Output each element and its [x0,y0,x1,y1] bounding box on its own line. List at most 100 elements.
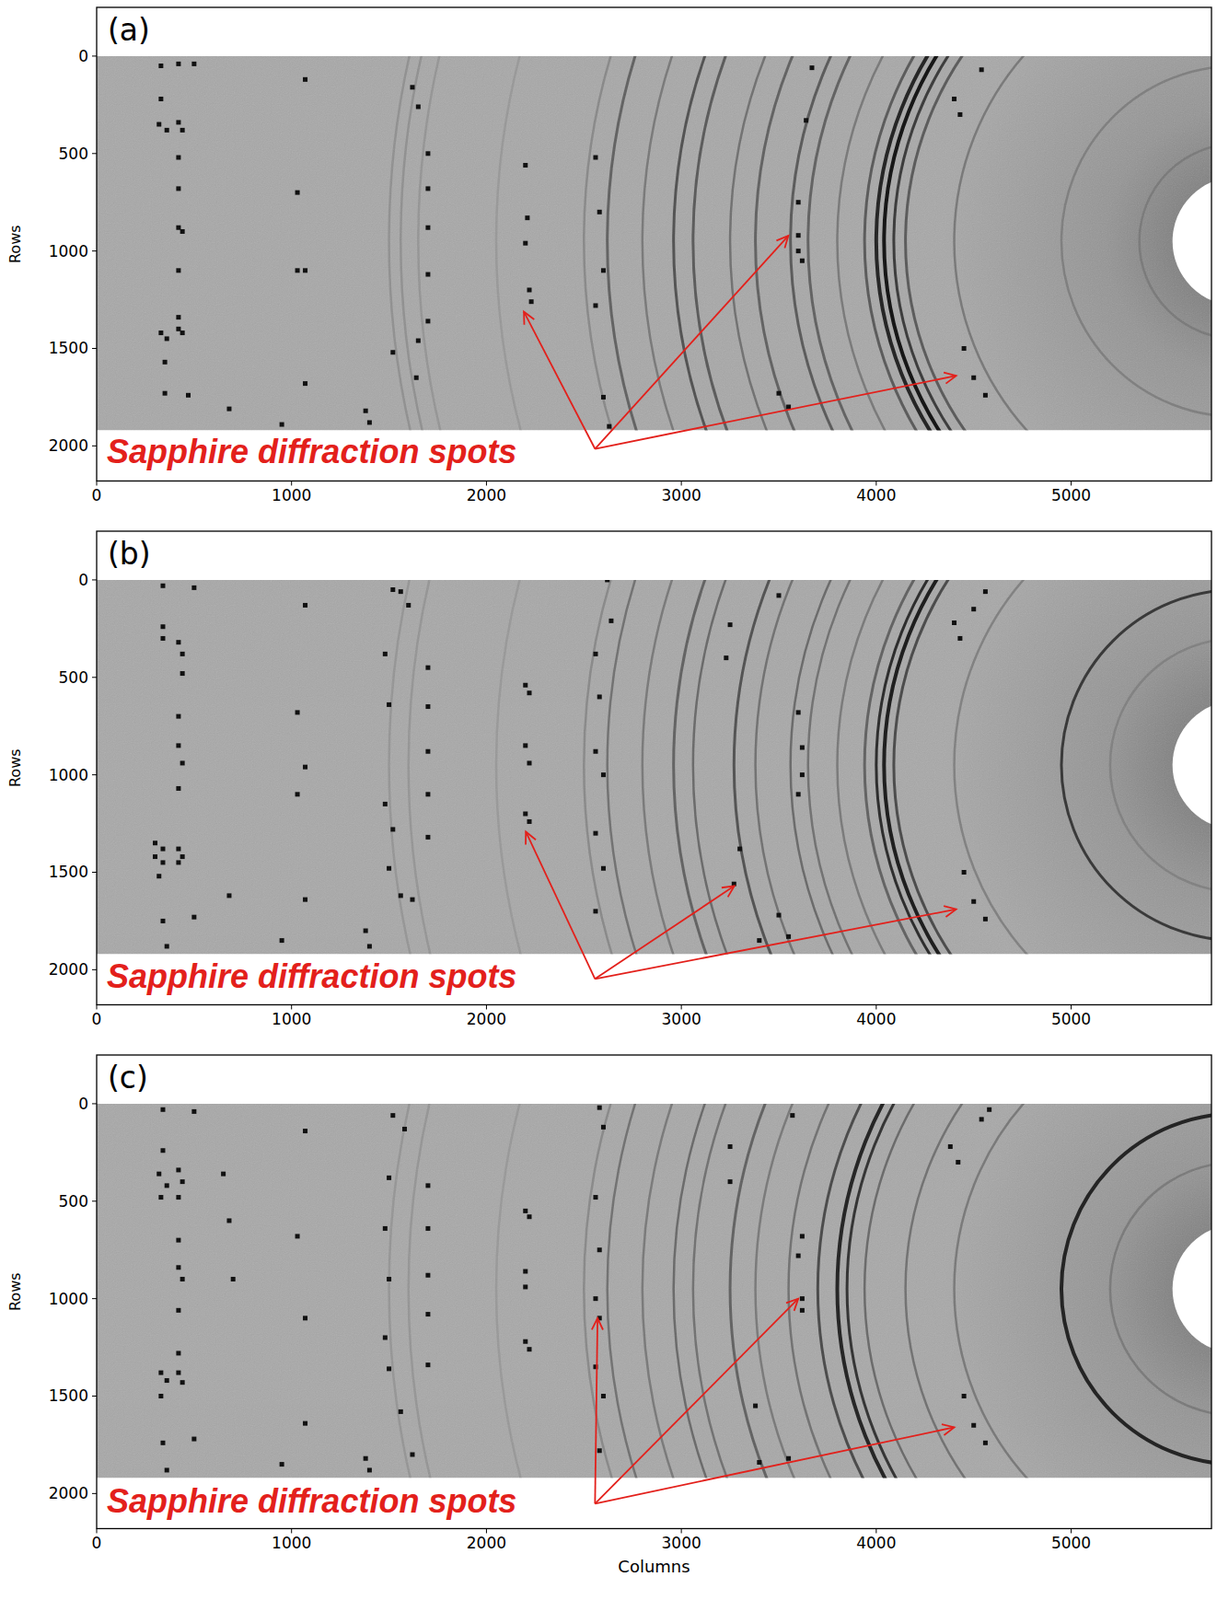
diffraction-spot [789,1112,795,1118]
y-tick [92,871,97,873]
diffraction-ring [607,1103,1212,1478]
diffraction-spot [425,704,430,709]
annotation-arrow [594,372,956,450]
annotation-arrow [591,1318,603,1505]
diffraction-spot [971,899,976,905]
x-tick-label: 3000 [661,1533,702,1553]
diffraction-spot [786,934,791,939]
diffraction-ring [607,579,1212,954]
diffraction-ring [893,56,1212,430]
diffraction-spot [175,742,181,748]
y-tick [92,1395,97,1397]
diffraction-spot [948,1144,953,1149]
plot-area [96,1054,1212,1529]
diffraction-spot [175,314,181,320]
diffraction-spot [425,1273,430,1278]
diffraction-ring [808,579,1212,954]
diffraction-spot [951,620,957,626]
diffraction-spot [416,104,421,109]
y-tick-label: 2000 [48,960,89,979]
diffraction-spot [175,859,181,865]
diffraction-spot [796,248,801,254]
diffraction-spot [180,651,186,657]
diffraction-spot [592,908,598,914]
diffraction-spot [152,840,158,846]
diffraction-spot [226,406,232,412]
diffraction-ring [408,579,1212,954]
diffraction-spot [796,709,801,715]
diffraction-spot [175,1238,181,1243]
diffraction-spot [425,791,430,797]
y-tick-label: 1000 [48,242,89,261]
diffraction-spot [158,63,163,69]
diffraction-spot [405,602,411,608]
diffraction-ring [893,579,1212,954]
image-background [96,1103,1212,1478]
axes-frame [96,1054,1212,1529]
diffraction-spot [180,330,186,336]
diffraction-spot [425,834,430,840]
diffraction-spot [522,742,528,748]
diffraction-ring [1110,637,1212,892]
panel-label: (b) [107,535,151,572]
diffraction-ring [755,1103,1212,1478]
diffraction-spot [160,636,165,641]
diffraction-ring [673,56,1212,430]
diffraction-spot [979,1116,985,1122]
diffraction-spot [164,336,170,341]
y-tick [92,445,97,447]
diffraction-spot [971,375,976,381]
diffraction-ring [642,56,1212,430]
diffraction-spot [175,155,181,161]
annotation-arrow [594,235,789,449]
diffraction-spot [231,1276,236,1282]
diffraction-ring [389,579,1212,954]
image-noise [96,56,1212,430]
y-tick [92,347,97,349]
diffraction-spot [180,127,186,133]
annotation-text: Sapphire diffraction spots [106,957,517,996]
y-tick-label: 0 [78,570,89,590]
diffraction-spot [527,819,533,824]
diffraction-spot [164,1378,170,1383]
plot-area [96,7,1212,481]
diffraction-spot [799,1308,805,1313]
diffraction-spot [601,1124,606,1130]
diffraction-spot [302,602,308,608]
diffraction-spot [382,651,388,657]
diffraction-ring [1061,590,1212,941]
diffraction-ring [693,1103,1212,1478]
diffraction-spot [363,1456,369,1461]
diffraction-spot [160,583,165,589]
diffraction-spot [363,928,369,934]
diffraction-spot [527,760,533,765]
diffraction-spot [185,393,191,398]
detector-image [96,56,1212,430]
diffraction-ring [693,56,1212,430]
diffraction-spot [160,1440,165,1446]
diffraction-spot [158,96,163,102]
diffraction-spot [728,1179,733,1184]
diffraction-spot [522,162,528,168]
diffraction-spot [175,1350,181,1356]
plot-area [96,531,1212,1005]
diffraction-spot [382,801,388,807]
diffraction-ring [583,56,1212,430]
x-tick [486,1004,487,1009]
diffraction-spot [175,1167,181,1172]
diffraction-spot [604,579,610,583]
diffraction-spot [957,112,963,117]
diffraction-spot [386,1366,392,1371]
diffraction-spot [522,1339,528,1345]
beam-stop [1172,1224,1212,1354]
diffraction-ring [954,579,1212,954]
diffraction-ring [817,1103,1212,1478]
diffraction-spot [162,391,168,396]
diffraction-spot [386,1175,392,1181]
diffraction-spot [597,1105,603,1111]
diffraction-ring [837,56,1212,430]
diffraction-ring [417,56,1212,430]
x-tick [290,1004,292,1009]
y-tick-label: 1000 [48,1289,89,1309]
diffraction-spot [302,764,308,770]
